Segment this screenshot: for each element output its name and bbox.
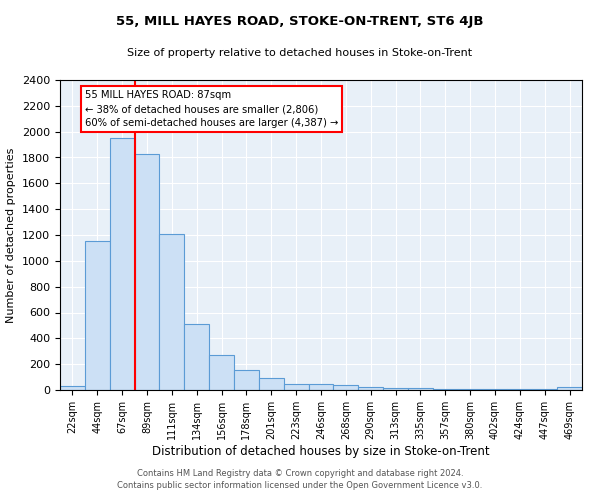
Bar [284, 384, 308, 390]
Bar [383, 388, 408, 390]
Text: 55 MILL HAYES ROAD: 87sqm
← 38% of detached houses are smaller (2,806)
60% of se: 55 MILL HAYES ROAD: 87sqm ← 38% of detac… [85, 90, 338, 128]
Text: Contains HM Land Registry data © Crown copyright and database right 2024.: Contains HM Land Registry data © Crown c… [137, 468, 463, 477]
Text: Size of property relative to detached houses in Stoke-on-Trent: Size of property relative to detached ho… [127, 48, 473, 58]
Bar [85, 242, 110, 390]
Bar [458, 389, 482, 390]
Bar [433, 388, 458, 390]
Bar [259, 378, 284, 390]
Bar [557, 388, 582, 390]
Bar [482, 389, 508, 390]
Bar [134, 154, 160, 390]
Text: 55, MILL HAYES ROAD, STOKE-ON-TRENT, ST6 4JB: 55, MILL HAYES ROAD, STOKE-ON-TRENT, ST6… [116, 15, 484, 28]
Y-axis label: Number of detached properties: Number of detached properties [7, 148, 16, 322]
Bar [308, 384, 334, 390]
Bar [184, 324, 209, 390]
Bar [334, 385, 358, 390]
Bar [160, 234, 184, 390]
Bar [234, 370, 259, 390]
Text: Contains public sector information licensed under the Open Government Licence v3: Contains public sector information licen… [118, 481, 482, 490]
Bar [110, 138, 134, 390]
Bar [60, 386, 85, 390]
Bar [408, 388, 433, 390]
Bar [358, 388, 383, 390]
X-axis label: Distribution of detached houses by size in Stoke-on-Trent: Distribution of detached houses by size … [152, 444, 490, 458]
Bar [209, 355, 234, 390]
